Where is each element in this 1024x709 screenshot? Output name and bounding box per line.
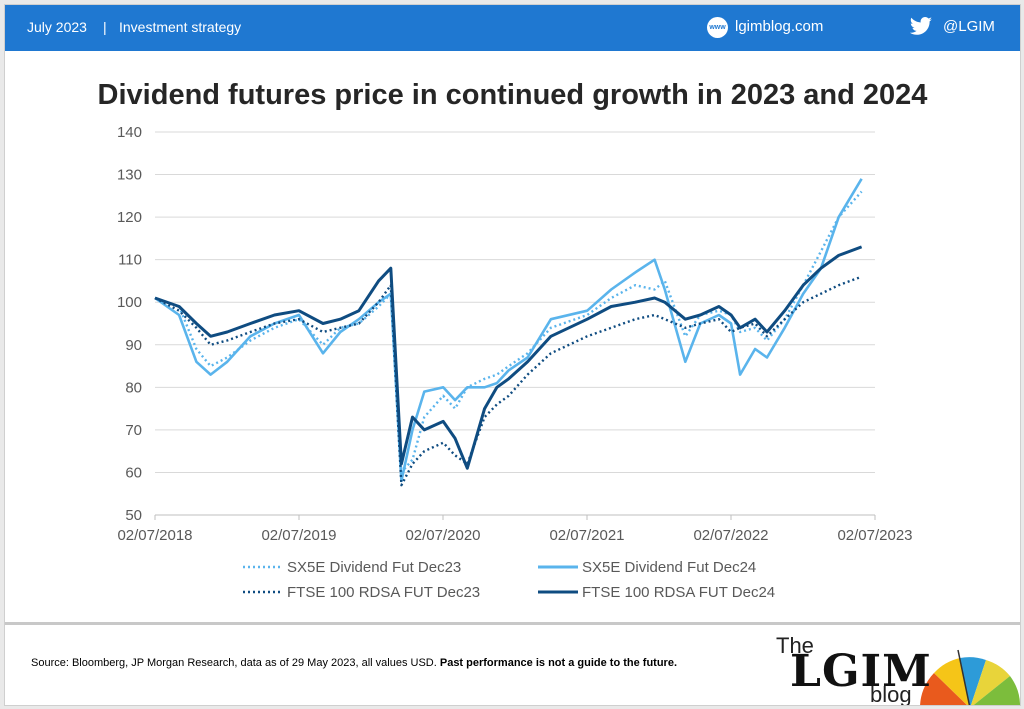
x-tick-label: 02/07/2023 — [837, 527, 912, 544]
lgim-blog-logo[interactable]: The LGIM blog — [770, 632, 1020, 706]
category-link[interactable]: Investment strategy — [119, 19, 242, 35]
logo-main: LGIM — [790, 646, 932, 697]
logo-the: The — [776, 633, 814, 658]
series-line-3 — [154, 275, 863, 487]
x-tick-label: 02/07/2018 — [117, 527, 192, 544]
line-chart: 50 60 70 80 90 100 110 120 130 140 02/07/2018 02/07… — [117, 124, 913, 601]
twitter-bird-icon[interactable] — [909, 17, 933, 37]
y-tick-label: 80 — [125, 379, 142, 396]
gridlines — [155, 131, 875, 473]
legend: SX5E Dividend Fut Dec23 SX5E Dividend Fut… — [243, 559, 775, 601]
y-tick-label: 50 — [125, 507, 142, 524]
disclaimer-text: Past performance is not a guide to the f… — [439, 657, 678, 669]
x-tick-label: 02/07/2020 — [405, 527, 480, 544]
y-tick-label: 90 — [125, 337, 142, 354]
legend-label: SX5E Dividend Fut Dec24 — [582, 559, 756, 576]
series-line-2 — [154, 178, 863, 483]
series-line-4 — [154, 245, 863, 470]
page-frame: July 2023 | Investment strategy www lgim… — [4, 4, 1021, 706]
publication-date: July 2023 — [27, 19, 87, 35]
header-separator: | — [103, 19, 107, 35]
header-bar: July 2023 | Investment strategy www lgim… — [5, 5, 1020, 51]
x-tick-label: 02/07/2021 — [549, 527, 624, 544]
legend-label: FTSE 100 RDSA FUT Dec24 — [582, 584, 775, 601]
site-link[interactable]: lgimblog.com — [735, 18, 824, 35]
y-tick-label: 70 — [125, 422, 142, 439]
chart-title: Dividend futures price in continued grow… — [97, 79, 928, 111]
y-tick-label: 120 — [117, 209, 142, 226]
y-tick-label: 60 — [125, 464, 142, 481]
twitter-handle-link[interactable]: @LGIM — [943, 18, 995, 35]
x-tick-label: 02/07/2022 — [693, 527, 768, 544]
axes: 50 60 70 80 90 100 110 120 130 140 02/07/2018 02/07… — [117, 124, 913, 544]
footer-divider — [5, 622, 1020, 625]
legend-label: FTSE 100 RDSA FUT Dec23 — [287, 584, 480, 601]
globe-icon: www — [707, 17, 728, 38]
logo-blog: blog — [870, 682, 912, 706]
y-tick-label: 140 — [117, 124, 142, 141]
series-lines — [154, 178, 863, 487]
series-line-1 — [154, 190, 863, 474]
y-tick-label: 110 — [118, 252, 142, 269]
source-text: Source: Bloomberg, JP Morgan Research, d… — [31, 657, 437, 669]
legend-label: SX5E Dividend Fut Dec23 — [287, 559, 461, 576]
umbrella-icon — [920, 649, 1020, 705]
y-tick-label: 130 — [117, 167, 142, 184]
x-tick-label: 02/07/2019 — [261, 527, 336, 544]
y-tick-label: 100 — [117, 294, 142, 311]
source-note: Source: Bloomberg, JP Morgan Research, d… — [31, 657, 677, 669]
